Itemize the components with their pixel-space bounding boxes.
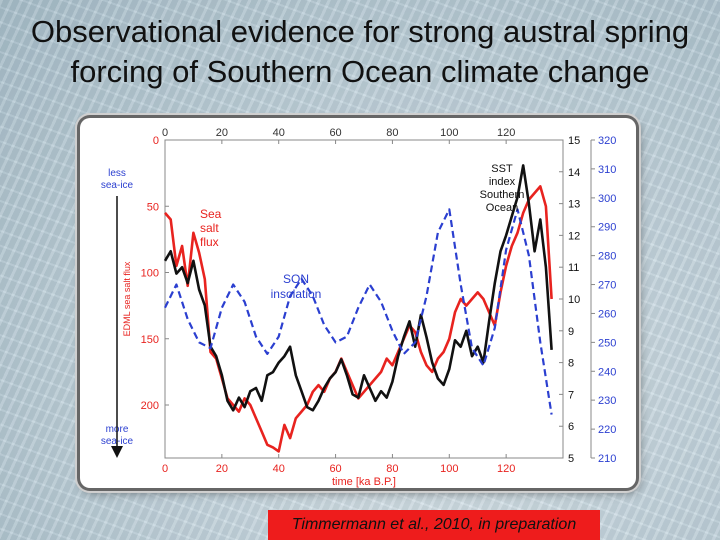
right-inner-tick-label: 6 xyxy=(568,421,574,433)
right-outer-tick-label: 210 xyxy=(598,453,616,465)
son-insolation-label-2: insolation xyxy=(271,287,322,301)
x-tick-label: 100 xyxy=(440,463,458,475)
left-tick-label: 100 xyxy=(141,268,159,280)
right-inner-tick-label: 11 xyxy=(568,262,579,274)
right-inner-tick-label: 9 xyxy=(568,326,574,338)
sst-index-label-3: Southern xyxy=(480,189,525,201)
series-line-1 xyxy=(164,185,553,453)
right-outer-tick-label: 250 xyxy=(598,337,616,349)
x-tick-label-top: 120 xyxy=(497,127,515,139)
x-tick-label: 0 xyxy=(162,463,168,475)
left-tick-label: 150 xyxy=(141,334,159,346)
right-inner-tick-label: 12 xyxy=(568,230,580,242)
right-outer-tick-label: 320 xyxy=(598,135,616,147)
x-tick-label: 80 xyxy=(386,463,398,475)
sst-index-label-4: Ocean xyxy=(486,202,518,214)
x-tick-label-top: 80 xyxy=(386,127,398,139)
x-axis-label: time [ka B.P.] xyxy=(332,476,396,488)
right-inner-tick-label: 13 xyxy=(568,199,580,211)
right-inner-tick-label: 8 xyxy=(568,358,574,370)
x-tick-label-top: 20 xyxy=(216,127,228,139)
sea-salt-flux-label-1: Sea xyxy=(200,207,222,221)
right-outer-tick-label: 280 xyxy=(598,251,616,263)
right-outer-tick-label: 290 xyxy=(598,222,616,234)
citation-caption: Timmermann et al., 2010, in preparation xyxy=(268,510,600,540)
right-outer-tick-label: 260 xyxy=(598,308,616,320)
series-line-3 xyxy=(164,208,553,415)
right-outer-tick-label: 310 xyxy=(598,164,616,176)
x-tick-label-top: 100 xyxy=(440,127,458,139)
x-tick-label: 60 xyxy=(329,463,341,475)
sea-salt-flux-label-3: flux xyxy=(200,235,219,249)
right-outer-tick-label: 230 xyxy=(598,395,616,407)
right-inner-tick-label: 15 xyxy=(568,135,580,147)
son-insolation-label-1: SON xyxy=(283,272,309,286)
left-tick-label: 50 xyxy=(147,201,159,213)
sea-salt-flux-label-2: salt xyxy=(200,221,219,235)
left-tick-label: 200 xyxy=(141,400,159,412)
sea-ice-arrow-head xyxy=(111,446,123,458)
x-tick-label-top: 60 xyxy=(329,127,341,139)
x-tick-label: 20 xyxy=(216,463,228,475)
right-inner-tick-label: 7 xyxy=(568,389,574,401)
right-inner-tick-label: 14 xyxy=(568,167,580,179)
right-inner-tick-label: 5 xyxy=(568,453,574,465)
left-axis-label: EDML sea salt flux xyxy=(122,261,132,336)
less-sea-ice-label-line2: sea-ice xyxy=(101,180,134,191)
chart-frame: 0 0 20 20 40 40 60 60 80 80 100 100 120 120 time [ka B… xyxy=(80,118,636,488)
sst-index-label-2: index xyxy=(489,176,516,188)
left-tick-label: 0 xyxy=(153,135,159,147)
series-line-2 xyxy=(163,164,553,412)
right-outer-tick-label: 220 xyxy=(598,424,616,436)
x-tick-label: 40 xyxy=(273,463,285,475)
right-outer-tick-label: 240 xyxy=(598,366,616,378)
right-outer-tick-label: 270 xyxy=(598,280,616,292)
sst-index-label-1: SST xyxy=(491,163,513,175)
x-tick-label-top: 40 xyxy=(273,127,285,139)
less-sea-ice-label-line1: less xyxy=(108,168,126,179)
right-inner-tick-label: 10 xyxy=(568,294,580,306)
x-tick-label-top: 0 xyxy=(162,127,168,139)
slide-title: Observational evidence for strong austra… xyxy=(30,14,690,89)
x-tick-label: 120 xyxy=(497,463,515,475)
right-outer-tick-label: 300 xyxy=(598,193,616,205)
